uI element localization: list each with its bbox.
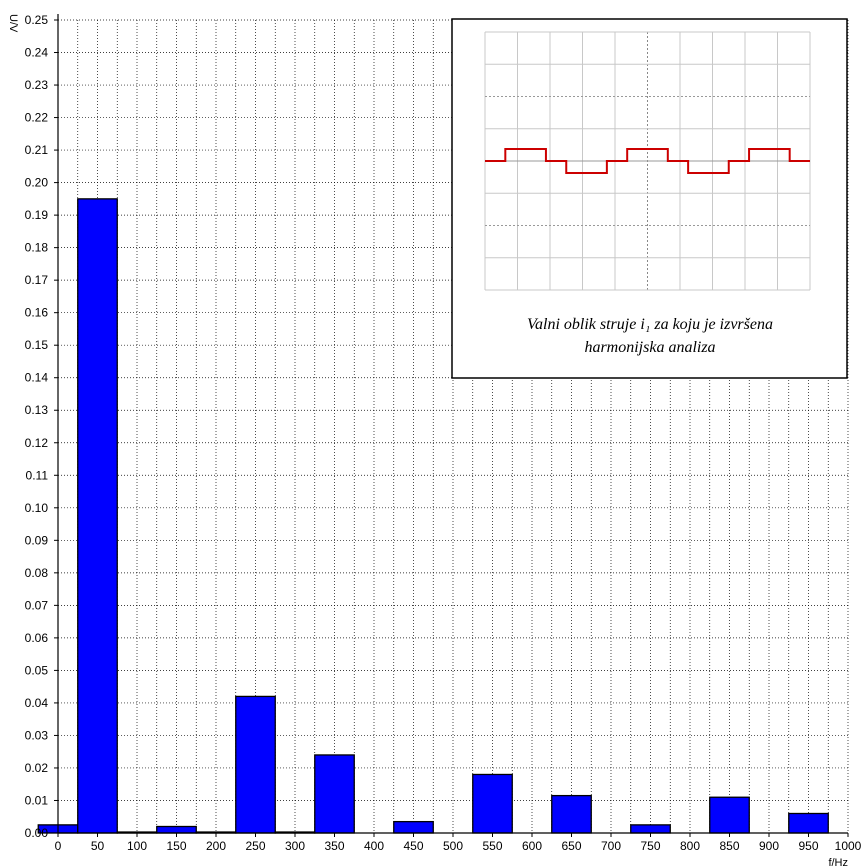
bar [77,198,118,834]
y-tick-labels: 0.00 0.01 0.02 0.03 0.04 0.05 0.06 0.07 0.08 0.09… [25,13,49,840]
y-tick-label: 0.12 [25,436,49,450]
inset-caption-line-2: harmonijska analiza [584,339,715,356]
x-tick-label: 200 [206,839,226,853]
y-tick-label: 0.18 [25,241,49,255]
y-tick-label: 0.05 [25,663,49,677]
inset-waveform-line [485,148,810,174]
bar [472,773,513,834]
x-tick-label: 850 [719,839,739,853]
y-tick-label: 0.06 [25,631,49,645]
x-tick-label: 400 [364,839,384,853]
y-tick-label: 0.04 [25,696,49,710]
inset-caption-line-1: Valni oblik struje i₁ za koju je izvršen… [527,316,773,333]
x-tick-label: 650 [561,839,581,853]
x-tick-label: 450 [403,839,423,853]
y-tick-label: 0.09 [25,533,49,547]
y-tick-label: 0.10 [25,501,49,515]
x-tick-label: 100 [127,839,147,853]
x-tick-label: 350 [324,839,344,853]
y-tick-label: 0.22 [25,111,49,125]
x-tick-label: 750 [640,839,660,853]
y-tick-label: 0.19 [25,208,49,222]
axes [54,14,849,837]
y-axis-label: U/V [7,14,19,33]
y-tick-label: 0.16 [25,306,49,320]
inset-waveform [485,148,810,174]
y-tick-label: 0.11 [26,468,49,482]
bar [393,820,434,834]
x-tick-label: 150 [166,839,186,853]
y-tick-label: 0.00 [25,826,49,840]
y-tick-label: 0.17 [25,273,49,287]
x-tick-label: 250 [245,839,265,853]
y-tick-label: 0.23 [25,78,49,92]
x-tick-label: 800 [680,839,700,853]
x-tick-label: 550 [482,839,502,853]
bar [630,824,671,834]
y-tick-label: 0.14 [25,371,49,385]
y-tick-label: 0.02 [25,761,49,775]
y-tick-label: 0.24 [25,46,49,60]
y-tick-label: 0.20 [25,176,49,190]
inset-waveform-panel: Valni oblik struje i₁ za koju je izvršen… [451,18,848,379]
x-tick-label: 600 [522,839,542,853]
y-tick-label: 0.01 [25,793,49,807]
x-tick-label: 50 [91,839,105,853]
y-tick-label: 0.15 [25,338,49,352]
bar [551,794,592,834]
y-tick-label: 0.07 [25,598,49,612]
x-tick-label: 950 [798,839,818,853]
bar [235,695,276,834]
x-tick-labels: 0 50 100 150 200 250 300 350 400 450 500 550 600 650 7… [55,839,862,853]
y-tick-label: 0.13 [25,403,49,417]
bar [156,825,197,834]
y-tick-label: 0.25 [25,13,49,27]
x-tick-label: 300 [285,839,305,853]
x-tick-label: 0 [55,839,62,853]
bar [788,812,829,834]
y-tick-label: 0.21 [25,143,49,157]
x-tick-label: 500 [443,839,463,853]
bar [709,796,750,834]
x-tick-label: 900 [759,839,779,853]
x-tick-label: 1000 [835,839,862,853]
bar [314,754,355,834]
x-axis-label: f/Hz [828,857,848,868]
y-tick-label: 0.08 [25,566,49,580]
x-tick-label: 700 [601,839,621,853]
y-tick-label: 0.03 [25,728,49,742]
